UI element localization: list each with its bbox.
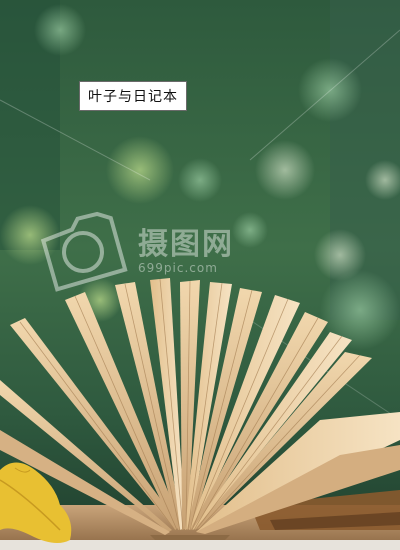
yellow-leaf	[0, 462, 72, 544]
open-book	[0, 278, 400, 540]
camera-icon	[40, 211, 128, 292]
caption-label: 叶子与日记本	[79, 81, 187, 111]
